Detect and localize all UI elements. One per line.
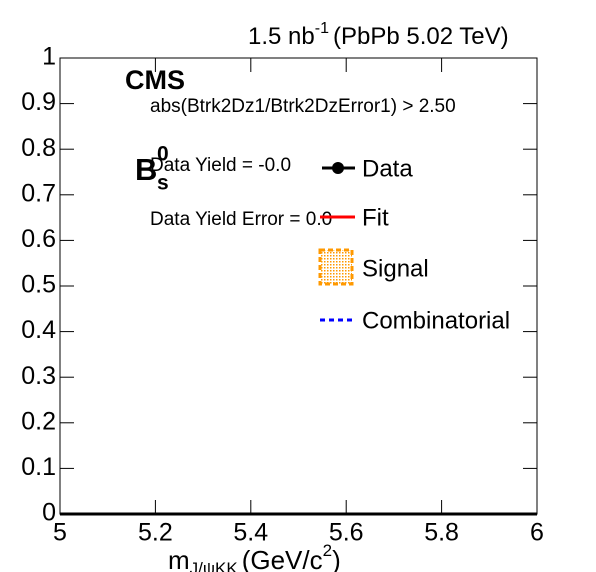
x-label-exponent: 2 xyxy=(323,541,332,560)
y-tick-label: 0.6 xyxy=(21,225,56,253)
x-tick-label: 5.8 xyxy=(424,519,459,547)
x-label-symbol: m xyxy=(168,545,190,572)
y-tick-label: 0.9 xyxy=(21,88,56,116)
x-axis-label: mJ/ψKK (GeV/c2) xyxy=(168,541,341,572)
annotation: Data Yield = -0.0 xyxy=(150,155,291,176)
legend-symbol xyxy=(318,248,354,286)
y-tick-label: 0.3 xyxy=(21,362,56,390)
x-tick-label: 5 xyxy=(53,519,67,547)
selection: abs(Btrk2Dz1/Btrk2DzError1) > 2.50 xyxy=(150,96,456,117)
annotation: Data Yield Error = 0.0 xyxy=(150,209,332,230)
energy: (PbPb 5.02 TeV) xyxy=(333,23,509,50)
x-label-subscript: J/ψKK xyxy=(190,559,239,572)
particle-superscript: 0 xyxy=(157,143,169,166)
particle-subscript: s xyxy=(157,172,169,195)
lumi-exponent: -1 xyxy=(315,20,329,37)
x-tick-label: 5.2 xyxy=(138,519,173,547)
legend-label: Fit xyxy=(362,204,389,231)
lumi-label: 1.5 nb-1 (PbPb 5.02 TeV) xyxy=(248,20,509,50)
y-tick-label: 0.7 xyxy=(21,179,56,207)
y-tick-label: 0.2 xyxy=(21,407,56,435)
legend-label: Data xyxy=(362,155,413,182)
y-tick-label: 0.8 xyxy=(21,134,56,162)
x-tick-label: 5.6 xyxy=(329,519,364,547)
y-tick-label: 0 xyxy=(42,499,56,527)
x-tick-label: 6 xyxy=(530,519,544,547)
legend-label: Signal xyxy=(362,255,429,282)
legend-symbol xyxy=(332,162,344,174)
plot-frame xyxy=(59,57,538,515)
x-label-close: ) xyxy=(332,545,341,572)
lumi: 1.5 nb xyxy=(248,23,315,50)
x-tick-label: 5.4 xyxy=(233,519,268,547)
y-tick-label: 0.5 xyxy=(21,271,56,299)
y-tick-label: 0.1 xyxy=(21,453,56,481)
y-tick-label: 0.4 xyxy=(21,316,56,344)
x-label-unit: (GeV/c xyxy=(242,545,323,572)
legend-label: Combinatorial xyxy=(362,307,510,334)
particle: B xyxy=(135,152,157,187)
y-tick-label: 1 xyxy=(42,43,56,71)
